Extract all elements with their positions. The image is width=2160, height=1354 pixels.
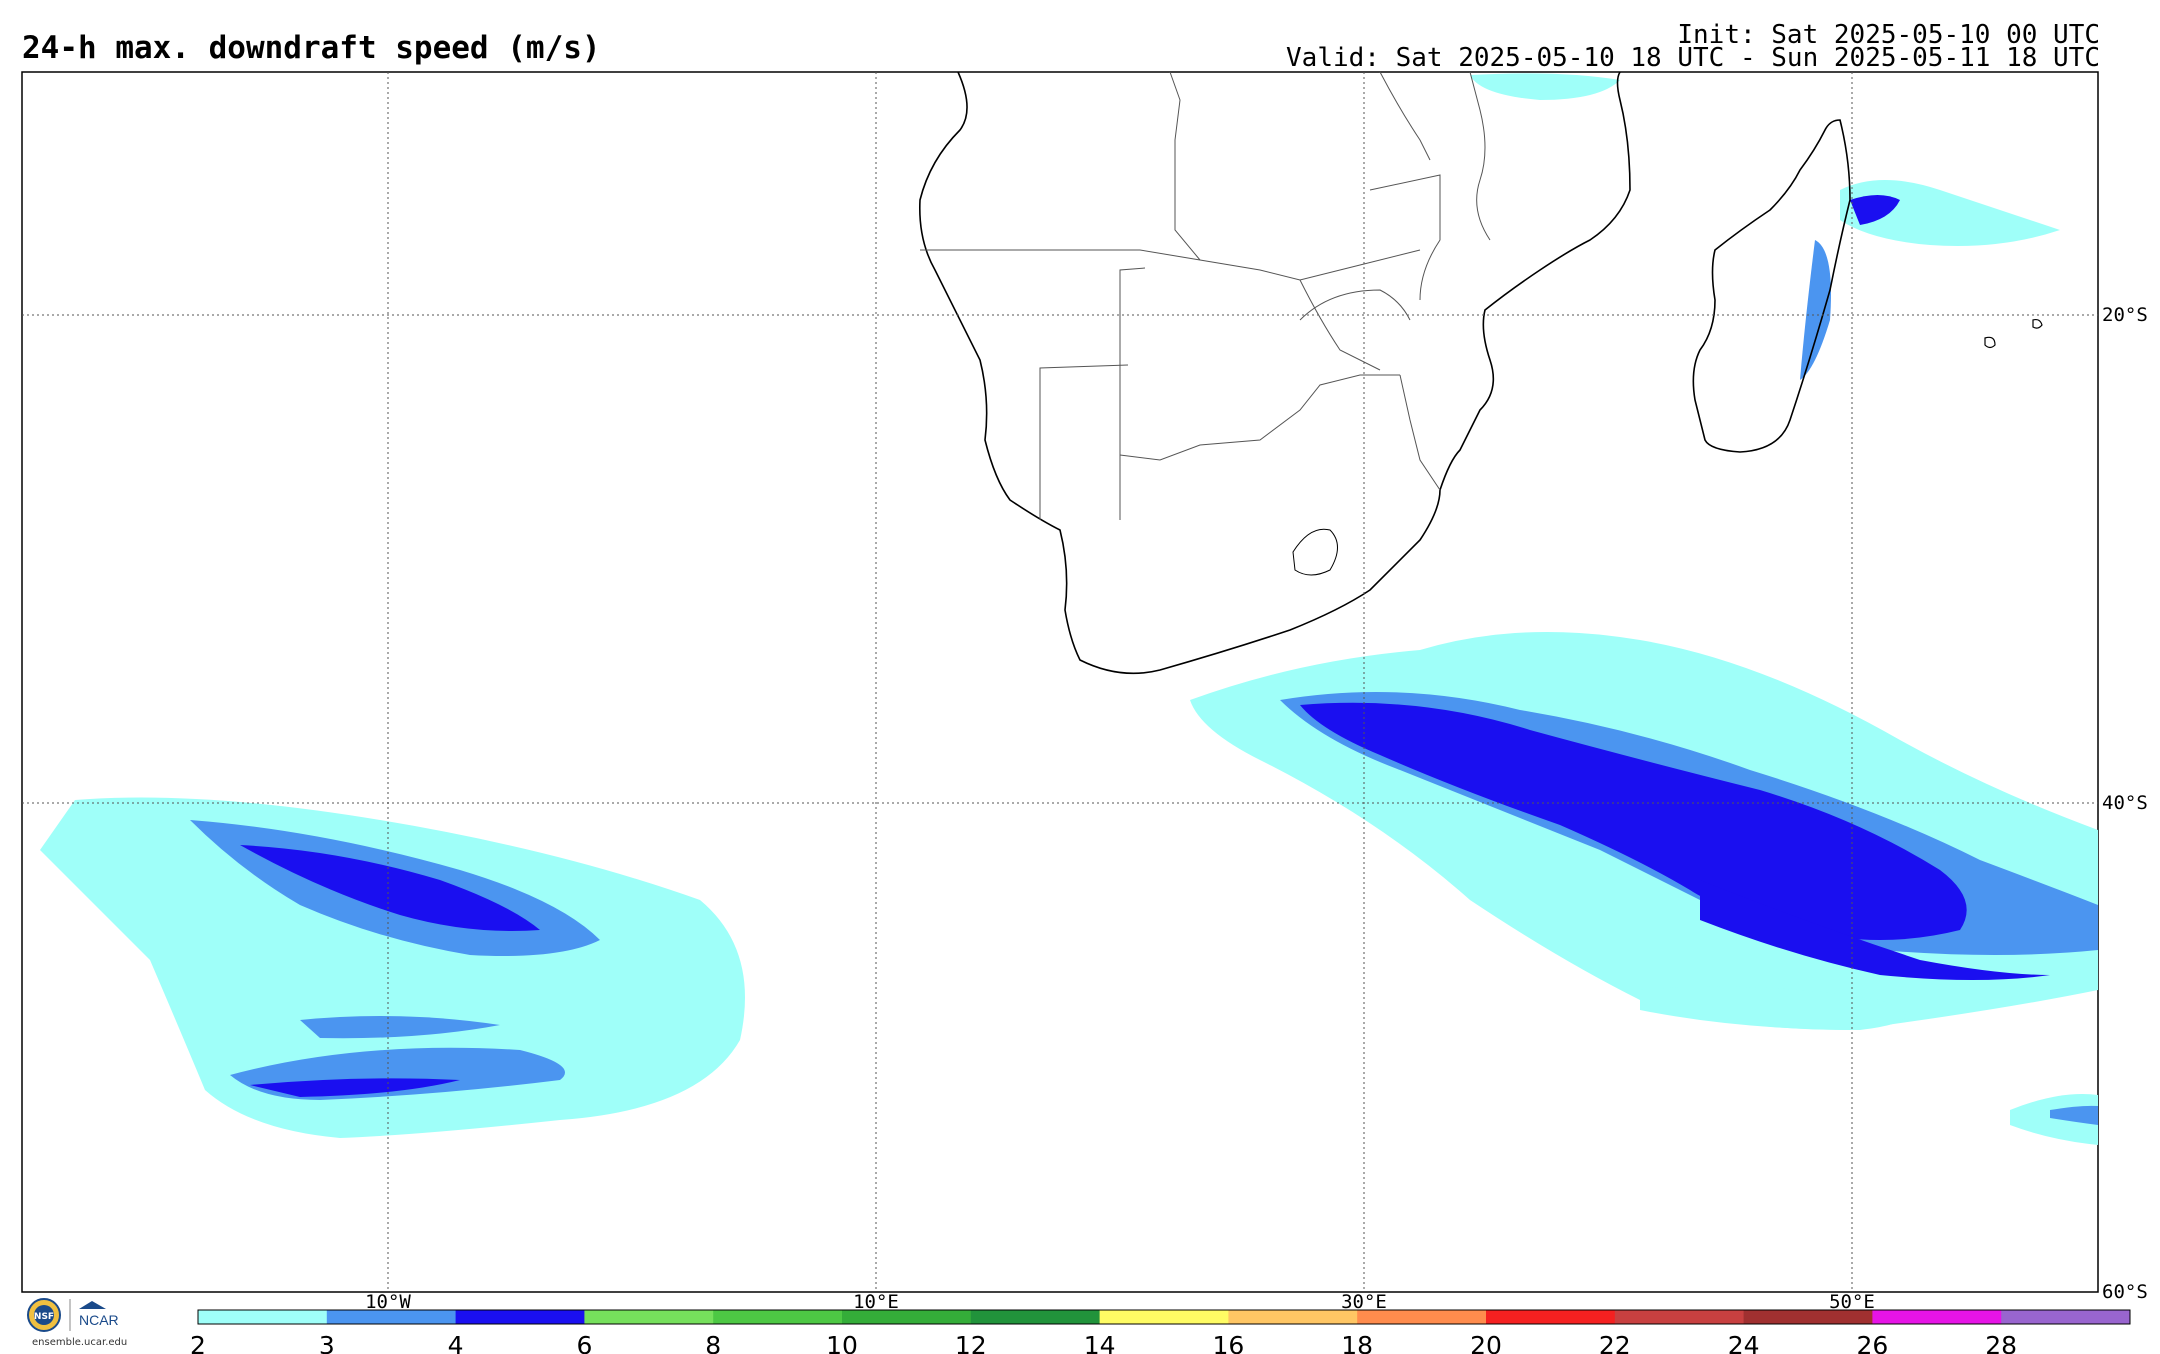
field-madagascar xyxy=(1840,180,2060,246)
colorbar-tick-label: 10 xyxy=(826,1331,858,1354)
colorbar-swatch xyxy=(1228,1310,1358,1324)
colorbar-swatch xyxy=(1743,1310,1873,1324)
colorbar-swatch xyxy=(1099,1310,1229,1324)
field-atlantic-dark xyxy=(240,845,540,931)
lat-label-40s: 40°S xyxy=(2102,792,2148,814)
field-indian-south xyxy=(1640,986,1906,1030)
nsf-ncar-logo: NSF NCAR xyxy=(27,1298,119,1332)
colorbar-tick-label: 2 xyxy=(190,1331,206,1354)
colorbar-swatch xyxy=(326,1310,457,1324)
colorbar-swatch xyxy=(713,1310,843,1324)
downdraft-field xyxy=(40,73,2098,1145)
colorbar-tick-label: 4 xyxy=(448,1331,464,1354)
logo-url: ensemble.ucar.edu xyxy=(32,1337,128,1348)
field-atlantic-dark2 xyxy=(250,1078,460,1097)
colorbar-tick-label: 28 xyxy=(1985,1331,2017,1354)
country-borders xyxy=(920,71,1491,520)
colorbar: 2 3 4 6 8 10 12 14 16 18 20 22 24 26 28 xyxy=(190,1309,2131,1354)
field-madagascar-coast xyxy=(1800,240,1831,380)
colorbar-swatch xyxy=(1614,1310,1745,1324)
colorbar-tick-label: 14 xyxy=(1084,1331,1116,1354)
colorbar-swatch xyxy=(1486,1310,1616,1324)
colorbar-swatch xyxy=(1357,1310,1487,1324)
lat-label-20s: 20°S xyxy=(2102,304,2148,326)
colorbar-tick-label: 18 xyxy=(1341,1331,1373,1354)
init-time: Init: Sat 2025-05-10 00 UTC xyxy=(1677,20,2100,50)
colorbar-swatch xyxy=(198,1310,328,1324)
colorbar-swatch xyxy=(455,1310,585,1324)
colorbar-tick-label: 26 xyxy=(1856,1331,1888,1354)
colorbar-tick-label: 3 xyxy=(319,1331,335,1354)
field-nmozambique xyxy=(1470,73,1620,100)
madagascar xyxy=(1692,119,1851,453)
lat-label-60s: 60°S xyxy=(2102,1281,2148,1303)
field-se-corner-mid xyxy=(2050,1105,2098,1125)
lon-label-10e: 10°E xyxy=(853,1291,899,1313)
svg-text:NSF: NSF xyxy=(34,1312,54,1322)
colorbar-swatch xyxy=(584,1310,714,1324)
africa-coast xyxy=(918,71,1631,675)
field-atlantic-mid3 xyxy=(300,1016,500,1039)
gridlines xyxy=(22,72,2098,1292)
colorbar-swatch xyxy=(842,1310,972,1324)
lesotho xyxy=(1292,528,1338,576)
colorbar-tick-label: 20 xyxy=(1470,1331,1502,1354)
colorbar-swatch xyxy=(2001,1310,2131,1324)
field-madagascar-dark xyxy=(1850,195,1900,225)
colorbar-tick-label: 24 xyxy=(1728,1331,1760,1354)
coastlines xyxy=(918,71,2043,675)
reunion xyxy=(2032,318,2043,329)
ncar-mark-icon xyxy=(79,1301,106,1309)
colorbar-tick-label: 8 xyxy=(705,1331,721,1354)
mauritius xyxy=(1984,336,1996,349)
svg-text:NCAR: NCAR xyxy=(79,1312,119,1328)
field-indian-dark xyxy=(1300,702,1967,940)
lat-labels: 20°S 40°S 60°S xyxy=(2102,304,2148,1303)
colorbar-tick-label: 22 xyxy=(1599,1331,1631,1354)
colorbar-border xyxy=(197,1309,2131,1325)
colorbar-tick-label: 16 xyxy=(1212,1331,1244,1354)
field-atlantic-light xyxy=(40,797,745,1138)
colorbar-swatch xyxy=(970,1310,1101,1324)
lon-label-30e: 30°E xyxy=(1341,1291,1387,1313)
field-indian-dark2 xyxy=(1700,880,2050,980)
colorbar-tick-label: 6 xyxy=(576,1331,592,1354)
lon-label-10w: 10°W xyxy=(365,1291,411,1313)
colorbar-swatch xyxy=(1872,1310,2002,1324)
map-title: 24-h max. downdraft speed (m/s) xyxy=(22,30,601,66)
lon-labels: 10°W 10°E 30°E 50°E xyxy=(365,1291,1875,1313)
valid-time: Valid: Sat 2025-05-10 18 UTC - Sun 2025-… xyxy=(1286,43,2100,73)
lon-label-50e: 50°E xyxy=(1829,1291,1875,1313)
colorbar-tick-label: 12 xyxy=(955,1331,987,1354)
